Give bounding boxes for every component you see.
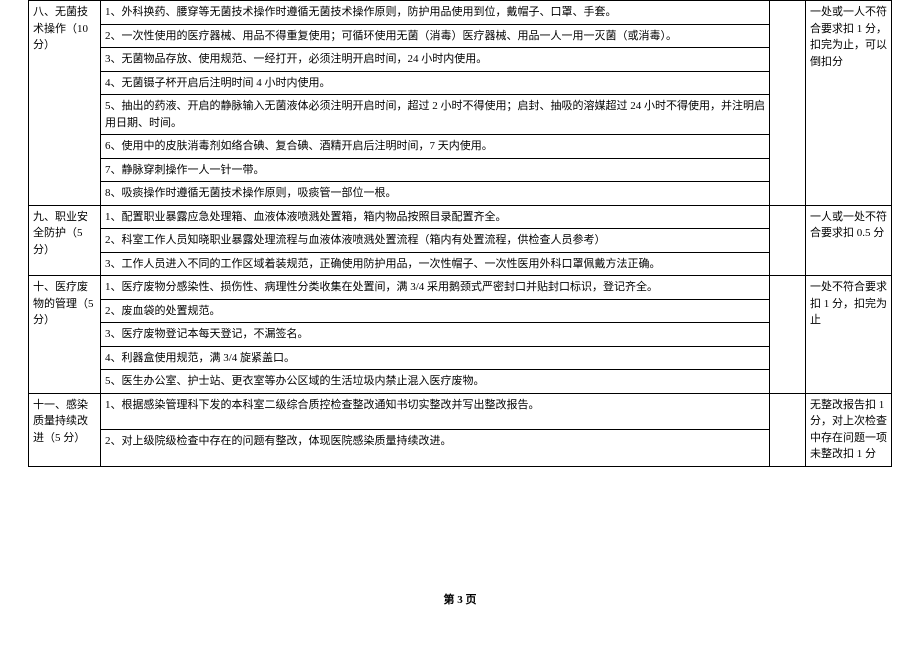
score-cell: 一人或一处不符合要求扣 0.5 分: [806, 205, 892, 276]
score-cell: 一处不符合要求扣 1 分，扣完为止: [806, 276, 892, 394]
score-cell: 无整改报告扣 1 分，对上次检查中存在问题一项未整改扣 1 分: [806, 393, 892, 466]
item-cell: 5、医生办公室、护士站、更衣室等办公区域的生活垃圾内禁止混入医疗废物。: [101, 370, 770, 394]
table-row: 九、职业安全防护（5 分） 1、配置职业暴露应急处理箱、血液体液喷溅处置箱，箱内…: [29, 205, 892, 229]
item-cell: 1、外科换药、腰穿等无菌技术操作时遵循无菌技术操作原则，防护用品使用到位，戴帽子…: [101, 1, 770, 25]
item-cell: 5、抽出的药液、开启的静脉输入无菌液体必须注明开启时间，超过 2 小时不得使用；…: [101, 95, 770, 135]
item-cell: 1、医疗废物分感染性、损伤性、病理性分类收集在处置间，满 3/4 采用鹅颈式严密…: [101, 276, 770, 300]
table-row: 2、一次性使用的医疗器械、用品不得重复使用；可循环使用无菌（消毒）医疗器械、用品…: [29, 24, 892, 48]
table-row: 2、废血袋的处置规范。: [29, 299, 892, 323]
blank-cell: [770, 205, 806, 276]
blank-cell: [770, 1, 806, 206]
item-cell: 2、一次性使用的医疗器械、用品不得重复使用；可循环使用无菌（消毒）医疗器械、用品…: [101, 24, 770, 48]
score-cell: 一处或一人不符合要求扣 1 分，扣完为止，可以倒扣分: [806, 1, 892, 206]
table-row: 4、利器盒使用规范，满 3/4 旋紧盖口。: [29, 346, 892, 370]
table-row: 十、医疗废物的管理（5 分） 1、医疗废物分感染性、损伤性、病理性分类收集在处置…: [29, 276, 892, 300]
item-cell: 1、根据感染管理科下发的本科室二级综合质控检查整改通知书切实整改并写出整改报告。: [101, 393, 770, 430]
category-cell: 十、医疗废物的管理（5 分）: [29, 276, 101, 394]
category-cell: 九、职业安全防护（5 分）: [29, 205, 101, 276]
table-row: 4、无菌镊子杯开启后注明时间 4 小时内使用。: [29, 71, 892, 95]
table-row: 3、医疗废物登记本每天登记，不漏签名。: [29, 323, 892, 347]
table-row: 5、抽出的药液、开启的静脉输入无菌液体必须注明开启时间，超过 2 小时不得使用；…: [29, 95, 892, 135]
item-cell: 7、静脉穿刺操作一人一针一带。: [101, 158, 770, 182]
table-row: 八、无菌技术操作（10 分） 1、外科换药、腰穿等无菌技术操作时遵循无菌技术操作…: [29, 1, 892, 25]
table-row: 7、静脉穿刺操作一人一针一带。: [29, 158, 892, 182]
item-cell: 2、废血袋的处置规范。: [101, 299, 770, 323]
table-container: 八、无菌技术操作（10 分） 1、外科换药、腰穿等无菌技术操作时遵循无菌技术操作…: [0, 0, 920, 467]
page-number: 第 3 页: [0, 591, 920, 607]
item-cell: 6、使用中的皮肤消毒剂如络合碘、复合碘、酒精开启后注明时间，7 天内使用。: [101, 135, 770, 159]
item-cell: 3、工作人员进入不同的工作区域着装规范，正确使用防护用品，一次性帽子、一次性医用…: [101, 252, 770, 276]
item-cell: 2、对上级院级检查中存在的问题有整改，体现医院感染质量持续改进。: [101, 430, 770, 467]
table-row: 8、吸痰操作时遵循无菌技术操作原则，吸痰管一部位一根。: [29, 182, 892, 206]
category-cell: 八、无菌技术操作（10 分）: [29, 1, 101, 206]
table-row: 6、使用中的皮肤消毒剂如络合碘、复合碘、酒精开启后注明时间，7 天内使用。: [29, 135, 892, 159]
category-cell: 十一、感染质量持续改进（5 分）: [29, 393, 101, 466]
item-cell: 1、配置职业暴露应急处理箱、血液体液喷溅处置箱，箱内物品按照目录配置齐全。: [101, 205, 770, 229]
item-cell: 4、无菌镊子杯开启后注明时间 4 小时内使用。: [101, 71, 770, 95]
table-row: 3、工作人员进入不同的工作区域着装规范，正确使用防护用品，一次性帽子、一次性医用…: [29, 252, 892, 276]
table-row: 3、无菌物品存放、使用规范、一经打开，必须注明开启时间，24 小时内使用。: [29, 48, 892, 72]
item-cell: 8、吸痰操作时遵循无菌技术操作原则，吸痰管一部位一根。: [101, 182, 770, 206]
table-row: 十一、感染质量持续改进（5 分） 1、根据感染管理科下发的本科室二级综合质控检查…: [29, 393, 892, 430]
item-cell: 2、科室工作人员知晓职业暴露处理流程与血液体液喷溅处置流程（箱内有处置流程，供检…: [101, 229, 770, 253]
blank-cell: [770, 393, 806, 466]
blank-cell: [770, 276, 806, 394]
table-row: 5、医生办公室、护士站、更衣室等办公区域的生活垃圾内禁止混入医疗废物。: [29, 370, 892, 394]
main-table: 八、无菌技术操作（10 分） 1、外科换药、腰穿等无菌技术操作时遵循无菌技术操作…: [28, 0, 892, 467]
item-cell: 4、利器盒使用规范，满 3/4 旋紧盖口。: [101, 346, 770, 370]
item-cell: 3、医疗废物登记本每天登记，不漏签名。: [101, 323, 770, 347]
table-row: 2、科室工作人员知晓职业暴露处理流程与血液体液喷溅处置流程（箱内有处置流程，供检…: [29, 229, 892, 253]
item-cell: 3、无菌物品存放、使用规范、一经打开，必须注明开启时间，24 小时内使用。: [101, 48, 770, 72]
table-row: 2、对上级院级检查中存在的问题有整改，体现医院感染质量持续改进。: [29, 430, 892, 467]
